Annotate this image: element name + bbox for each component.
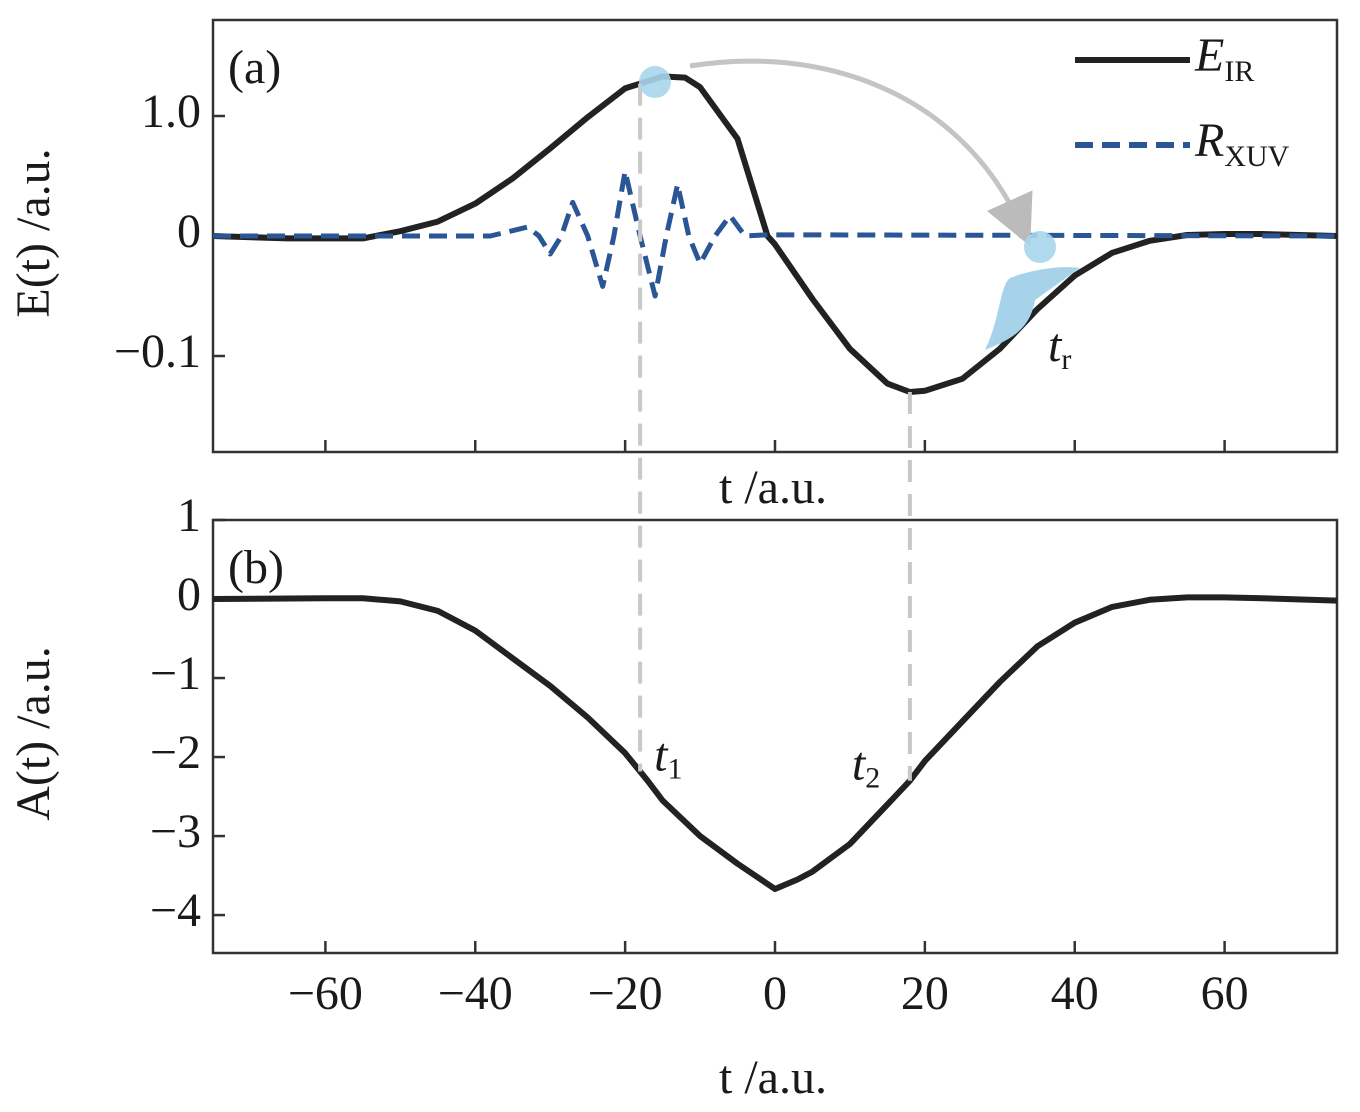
y-tick-label: −3 bbox=[150, 805, 201, 858]
annotation: t2 bbox=[852, 738, 880, 795]
annotation-sub: r bbox=[1061, 343, 1071, 376]
x-tick-label: 20 bbox=[901, 967, 949, 1020]
series-line bbox=[213, 168, 1338, 299]
y-tick-label: 1 bbox=[177, 489, 201, 542]
annotation-sub: 1 bbox=[667, 752, 682, 785]
x-tick-label: −20 bbox=[588, 967, 663, 1020]
x-axis-label: t /a.u. bbox=[719, 1051, 827, 1104]
x-axis-label-text: t /a.u. bbox=[719, 1051, 827, 1104]
x-tick-label: −60 bbox=[288, 967, 363, 1020]
legend-sub: XUV bbox=[1224, 140, 1289, 173]
y-axis-label: A(t) /a.u. bbox=[7, 646, 60, 821]
x-axis-label-text: t /a.u. bbox=[719, 461, 827, 514]
series-line bbox=[212, 73, 1338, 395]
series-line bbox=[212, 594, 1338, 892]
annotation: tr bbox=[1048, 319, 1071, 376]
electron bbox=[639, 66, 671, 98]
legend-name: E bbox=[1194, 29, 1224, 82]
panel-label: (a) bbox=[228, 41, 281, 94]
annotation-main: t bbox=[852, 738, 867, 791]
x-tick-label: 0 bbox=[763, 967, 787, 1020]
x-tick-label: 40 bbox=[1051, 967, 1099, 1020]
legend-name: R bbox=[1194, 114, 1224, 167]
legend-sub: IR bbox=[1224, 55, 1254, 88]
y-tick-label: 1.0 bbox=[141, 85, 201, 138]
electron bbox=[1024, 231, 1056, 263]
shade bbox=[985, 267, 1080, 350]
arrow bbox=[689, 58, 1033, 247]
decoration bbox=[639, 58, 1080, 350]
x-axis-label: t /a.u. bbox=[719, 461, 827, 514]
y-axis-label: E(t) /a.u. bbox=[7, 148, 60, 317]
legend-label: RXUV bbox=[1194, 114, 1290, 173]
y-tick-label: 0 bbox=[177, 205, 201, 258]
y-tick-label: −1 bbox=[150, 647, 201, 700]
annotation-main: t bbox=[1048, 319, 1063, 372]
x-tick-label: −40 bbox=[438, 967, 513, 1020]
annotation: t1 bbox=[654, 729, 682, 786]
y-tick-label: −0.1 bbox=[114, 325, 201, 378]
annotation-main: t bbox=[654, 729, 669, 782]
y-tick-label: −4 bbox=[150, 884, 201, 937]
y-tick-label: −2 bbox=[150, 726, 201, 779]
annotation-sub: 2 bbox=[865, 762, 880, 795]
legend-label: EIR bbox=[1194, 29, 1254, 88]
panel-label: (b) bbox=[228, 541, 284, 594]
x-tick-label: 60 bbox=[1201, 967, 1249, 1020]
y-tick-label: 0 bbox=[177, 568, 201, 621]
